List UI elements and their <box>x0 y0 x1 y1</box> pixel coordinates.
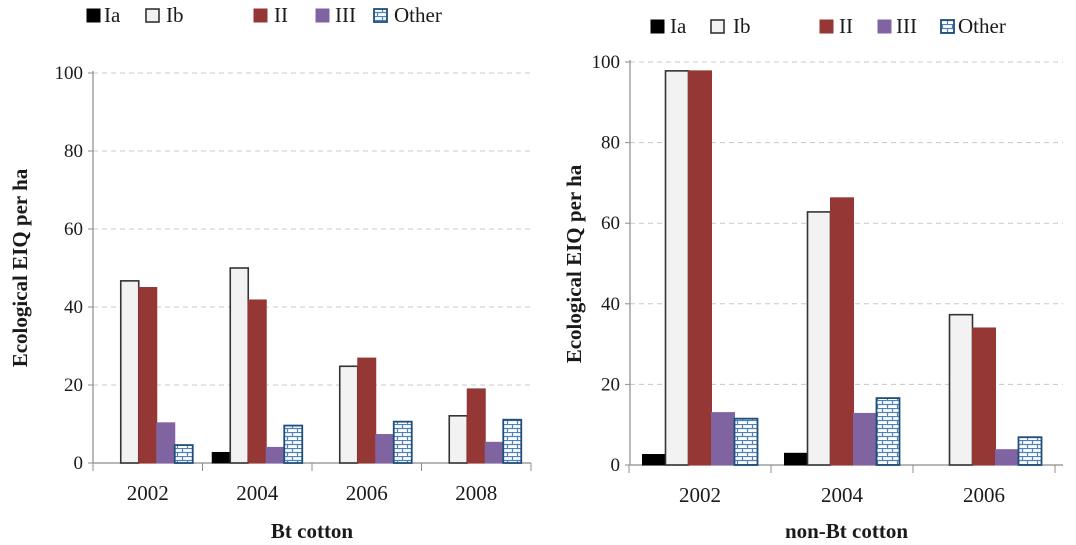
y-tick-label: 80 <box>64 141 83 162</box>
y-tick-label: 80 <box>601 133 620 154</box>
legend-swatch-ii <box>253 8 268 23</box>
bar-ii-2004 <box>247 299 267 464</box>
y-axis-title: Ecological EIQ per ha <box>8 168 32 367</box>
bar-ib-2002 <box>664 70 690 466</box>
bar-ib-2002 <box>119 280 140 464</box>
bar-ii-2006 <box>972 327 996 466</box>
legend-label-other: Other <box>958 14 1006 38</box>
y-tick-label: 0 <box>611 455 621 476</box>
legend-swatch-iii <box>315 8 330 23</box>
y-tick-label: 100 <box>592 52 621 73</box>
bar-iii-2002 <box>711 412 735 466</box>
y-tick-label: 60 <box>601 213 620 234</box>
x-tick-label: 2002 <box>127 481 169 505</box>
bar-ia-2004 <box>784 452 808 466</box>
bar-other-2006 <box>1017 436 1043 466</box>
legend-label-ia: Ia <box>670 14 687 38</box>
y-tick-label: 20 <box>64 375 83 396</box>
legend-label-ib: Ib <box>733 14 751 38</box>
x-tick-label: 2004 <box>236 481 279 505</box>
bar-iii-2008 <box>484 441 504 464</box>
legend-swatch-iii <box>877 19 892 34</box>
legend-label-iii: III <box>896 14 917 38</box>
legend-label-other: Other <box>394 3 442 27</box>
bar-other-2004 <box>875 397 901 466</box>
bar-ii-2002 <box>688 70 712 466</box>
bar-ii-2006 <box>357 357 377 464</box>
legend: Ia Ib II III Other <box>650 14 1006 38</box>
bar-ib-2004 <box>806 211 832 466</box>
x-axis-title: Bt cotton <box>271 519 354 543</box>
chart-panel-non-bt-cotton: 0 20 40 60 80 100 2002 2004 2006 Ecological EIQ p… <box>562 14 1063 543</box>
legend-label-ii: II <box>274 3 288 27</box>
legend-swatch-ii <box>819 19 834 34</box>
y-tick-label: 100 <box>55 63 84 84</box>
legend: Ia Ib II III Other <box>86 3 442 27</box>
bar-ib-2008 <box>448 415 469 464</box>
bar-other-2004 <box>283 424 304 464</box>
legend-swatch-ia <box>650 19 665 34</box>
x-tick-label: 2004 <box>821 483 864 507</box>
bar-iii-2002 <box>156 422 176 464</box>
y-tick-label: 20 <box>601 374 620 395</box>
legend-swatch-other <box>940 19 955 34</box>
legend-label-ii: II <box>839 14 853 38</box>
chart-panel-bt-cotton: 0 20 40 60 80 100 2002 2004 2006 2008 Ecological E… <box>8 3 532 543</box>
bar-other-2002 <box>733 417 759 466</box>
legend-label-iii: III <box>335 3 356 27</box>
y-tick-label: 60 <box>64 219 83 240</box>
x-tick-label: 2002 <box>679 483 721 507</box>
bar-ib-2004 <box>229 267 250 464</box>
bar-ii-2004 <box>830 197 854 466</box>
legend-label-ib: Ib <box>166 3 184 27</box>
bar-other-2002 <box>173 444 194 464</box>
bar-other-2006 <box>392 420 413 464</box>
y-tick-label: 0 <box>74 453 84 474</box>
bar-iii-2004 <box>853 412 877 466</box>
y-axis-title: Ecological EIQ per ha <box>562 164 586 363</box>
bar-iii-2004 <box>265 446 285 464</box>
x-tick-label: 2006 <box>346 481 388 505</box>
bar-ib-2006 <box>948 313 974 466</box>
bar-iii-2006 <box>375 434 395 464</box>
legend-swatch-ib <box>145 8 160 23</box>
legend-label-ia: Ia <box>104 3 121 27</box>
x-tick-label: 2006 <box>963 483 1005 507</box>
bar-ib-2006 <box>338 365 359 464</box>
bar-ia-2002 <box>642 454 666 466</box>
x-axis-title: non-Bt cotton <box>785 519 908 543</box>
legend-swatch-ia <box>86 8 101 23</box>
bar-iii-2006 <box>995 449 1019 466</box>
bar-ii-2002 <box>138 287 158 464</box>
legend-swatch-ib <box>710 19 725 34</box>
bar-other-2008 <box>502 418 523 464</box>
y-tick-label: 40 <box>64 297 83 318</box>
x-tick-label: 2008 <box>455 481 497 505</box>
y-tick-label: 40 <box>601 294 620 315</box>
legend-swatch-other <box>373 8 388 23</box>
bar-ia-2004 <box>211 451 231 464</box>
bar-ii-2008 <box>466 388 486 464</box>
